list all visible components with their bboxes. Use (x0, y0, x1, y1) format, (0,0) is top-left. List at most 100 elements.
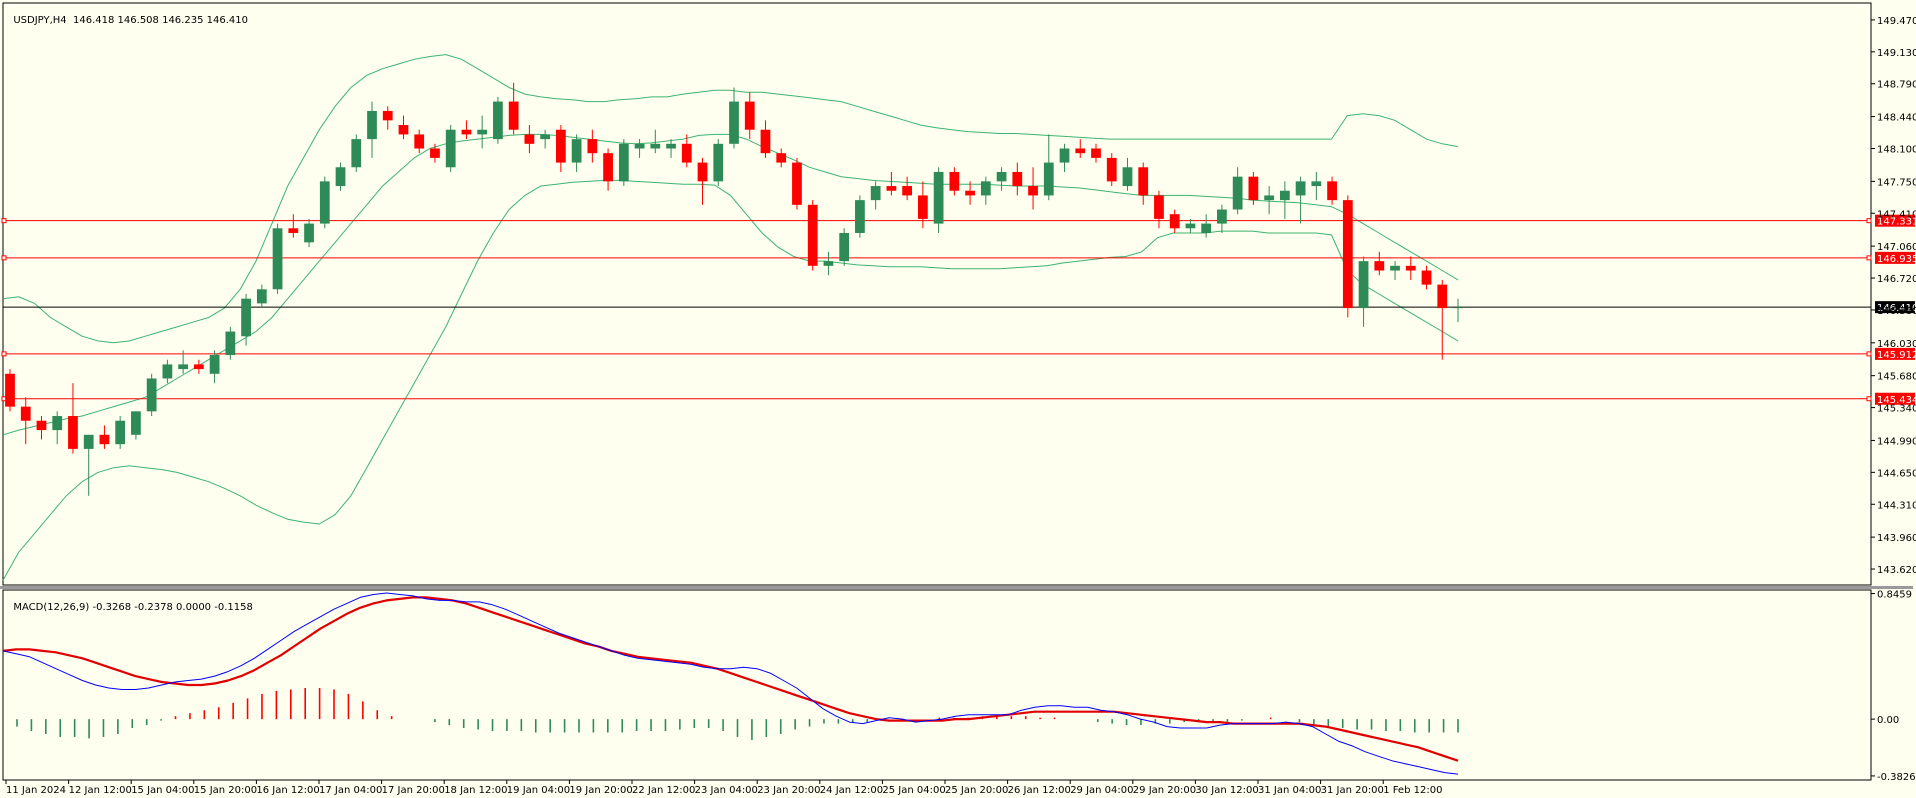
candle (1437, 279, 1448, 360)
bollinger-upper-line (2, 54, 1459, 344)
candle-body (146, 378, 157, 412)
candle (304, 218, 314, 248)
candle-body (1248, 176, 1259, 201)
time-tick-label: 25 Jan 20:00 (945, 785, 1008, 796)
candle-body (68, 416, 78, 449)
candle (131, 411, 141, 440)
candle-body (587, 139, 598, 154)
time-tick-label: 23 Jan 04:00 (695, 785, 758, 796)
candle (477, 115, 488, 149)
level-tag (1875, 392, 1915, 405)
candle (618, 139, 629, 187)
time-tick-label: 23 Jan 20:00 (757, 785, 820, 796)
candle-body (209, 355, 220, 374)
macd-signal-line (2, 596, 1459, 762)
candle-body (1106, 157, 1117, 182)
time-tick-label: 12 Jan 12:00 (69, 785, 132, 796)
candle (902, 176, 913, 201)
time-tick-label: 17 Jan 04:00 (319, 785, 382, 796)
level-anchor (1866, 218, 1872, 224)
candle (1217, 204, 1227, 233)
time-tick-label: 24 Jan 12:00 (820, 785, 883, 796)
candle (760, 120, 771, 158)
price-tick-label: 146.030 (1877, 339, 1916, 350)
level-anchor (1866, 255, 1872, 261)
candle (1169, 209, 1180, 233)
price-tick-label: 145.680 (1877, 372, 1916, 383)
candle (115, 416, 126, 449)
candle (146, 373, 157, 417)
candle-body (792, 162, 802, 205)
candle (288, 214, 299, 238)
candle-body (902, 186, 913, 196)
candle (20, 397, 31, 445)
candle (571, 134, 582, 172)
candle-body (178, 364, 189, 370)
candle-body (508, 101, 519, 130)
candle (1091, 143, 1101, 163)
candle (681, 134, 692, 168)
candle (996, 167, 1007, 191)
candle (886, 171, 897, 196)
candle-body (1059, 148, 1070, 163)
candles (5, 82, 1463, 496)
candle (493, 96, 503, 144)
candle-body (681, 143, 692, 163)
candle-body (540, 134, 551, 140)
candle-body (398, 125, 409, 135)
time-tick-label: 19 Jan 20:00 (569, 785, 632, 796)
candle (225, 326, 236, 360)
macd-main-line (2, 592, 1459, 775)
candle-body (36, 420, 47, 431)
candle (1232, 167, 1243, 215)
candle-body (1358, 261, 1369, 309)
price-tick-label: 146.720 (1877, 274, 1916, 285)
time-tick-label: 22 Jan 12:00 (632, 785, 695, 796)
candle (729, 87, 739, 149)
candle-body (760, 129, 771, 154)
candle-body (980, 181, 991, 196)
candle (178, 350, 189, 374)
candle-body (949, 171, 960, 191)
candle (1295, 176, 1306, 224)
candle (540, 129, 551, 149)
level-tag-label: 146.935 (1877, 254, 1916, 265)
candle (272, 223, 283, 294)
candle-body (20, 406, 31, 421)
candle-body (1390, 265, 1400, 271)
axes: 147.331 146.935 145.912 145.434 146.410 149.4… (5, 16, 1916, 796)
candle (241, 294, 251, 346)
candle-body (1405, 265, 1416, 271)
candle-body (823, 261, 834, 266)
candle-body (335, 167, 346, 187)
time-tick-label: 15 Jan 20:00 (194, 785, 257, 796)
time-tick-label: 29 Jan 20:00 (1133, 785, 1196, 796)
macd-tick-label: 0.8459 (1877, 590, 1912, 601)
candle-body (1185, 223, 1196, 229)
candle-body (697, 162, 708, 182)
candle (1248, 171, 1259, 205)
candle-body (131, 411, 141, 435)
macd-tick-label: 0.00 (1877, 715, 1899, 726)
candle (1075, 139, 1086, 158)
time-tick-label: 26 Jan 12:00 (1008, 785, 1071, 796)
candle-body (225, 331, 236, 356)
candle (319, 176, 330, 229)
candle (1279, 181, 1290, 219)
candle (193, 359, 204, 374)
candle (430, 143, 440, 163)
candle-body (666, 143, 676, 149)
candle (68, 383, 78, 454)
candle-body (618, 143, 629, 182)
candle (855, 195, 865, 238)
macd-label: MACD(12,26,9) (13, 602, 90, 613)
candle (650, 129, 661, 154)
candle-body (807, 204, 818, 266)
candle (917, 181, 928, 229)
candle-body (729, 101, 739, 144)
candle (1342, 195, 1353, 318)
candle (367, 101, 377, 158)
candle-body (1075, 148, 1086, 154)
candle-body (351, 139, 362, 168)
